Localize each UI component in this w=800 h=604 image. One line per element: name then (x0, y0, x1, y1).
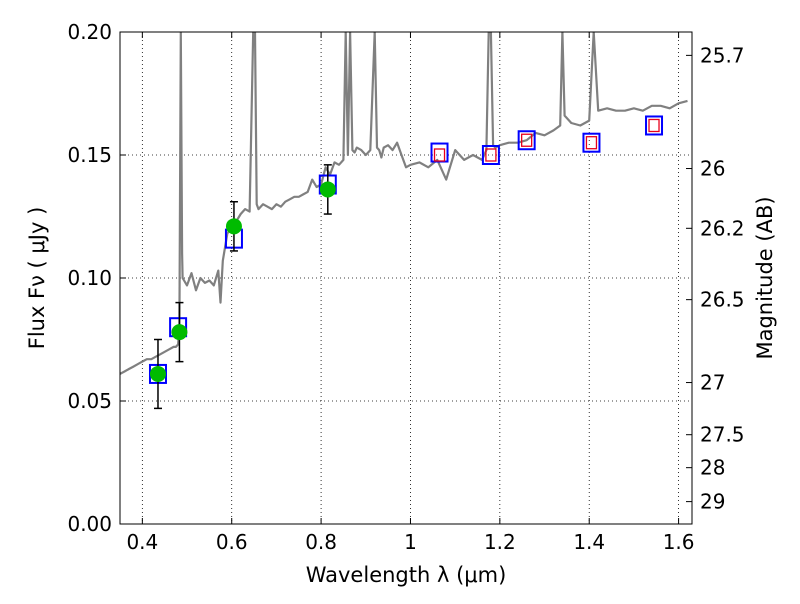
y-tick-label: 0.10 (67, 266, 112, 290)
model-flux-box (645, 115, 664, 136)
y2-tick-label: 26.2 (700, 216, 745, 240)
y2-tick-label: 25.7 (700, 43, 745, 67)
model-flux-box (481, 145, 500, 165)
y-axis-label: Flux Fν ( μJy ) (25, 207, 49, 350)
y-tick-label: 0.05 (67, 389, 112, 413)
y-tick-label: 0.15 (67, 143, 112, 167)
y-tick-label: 0.00 (67, 512, 112, 536)
model-flux-box (582, 132, 601, 153)
x-tick-label: 0.6 (216, 530, 248, 554)
observed-data-point (149, 365, 166, 382)
y2-tick-label: 29 (700, 490, 725, 514)
model-spectrum-line (120, 32, 688, 375)
x-tick-label: 1.2 (484, 530, 516, 554)
x-tick-label: 0.4 (126, 530, 158, 554)
y2-tick-label: 27.5 (700, 423, 745, 447)
observed-data-point (225, 218, 242, 235)
observed-flux-box (585, 136, 598, 150)
y2-tick-label: 26.5 (700, 288, 745, 312)
model-flux-box (517, 130, 536, 151)
plot-area (120, 32, 692, 524)
x-axis-label: Wavelength λ (μm) (306, 563, 507, 587)
y2-tick-label: 26 (700, 157, 725, 181)
x-tick-label: 0.8 (305, 530, 337, 554)
data-layer (120, 32, 688, 410)
y2-axis-label: Magnitude (AB) (753, 196, 777, 359)
observed-flux-box (485, 148, 497, 162)
ticks: 0.4 0.6 0.8 1 1.2 1.4 1.6 0.00 0.05 0.10 0.15 0.20 2… (67, 20, 744, 554)
x-tick-label: 1.6 (663, 530, 695, 554)
y2-tick-label: 28 (700, 456, 725, 480)
x-tick-label: 1 (404, 530, 417, 554)
observed-flux-box (433, 148, 446, 162)
observed-flux-box (648, 118, 660, 133)
observed-data-point (171, 324, 188, 341)
x-tick-label: 1.4 (573, 530, 605, 554)
observed-data-point (319, 181, 336, 198)
observed-flux-box (521, 133, 533, 147)
y-tick-label: 0.20 (67, 20, 112, 44)
y2-tick-label: 27 (700, 371, 725, 395)
